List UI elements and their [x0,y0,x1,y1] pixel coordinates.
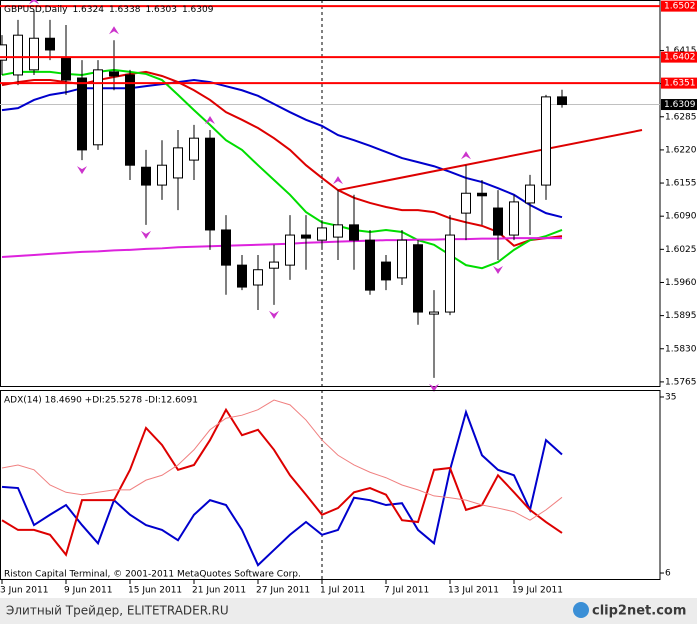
candle-body [237,264,247,288]
chart-header: GBPUSD,Daily 1.6324 1.6338 1.6303 1.6309 [4,5,214,15]
level-label-box [661,77,697,89]
x-tick-label: 21 Jun 2011 [192,586,246,596]
candle-body [0,44,7,61]
ohlc-readout: 1.6324 [72,5,104,15]
candle-body [221,229,231,266]
indicator-line [1,237,562,258]
candle-body [253,269,263,286]
copyright: Riston Capital Terminal, © 2001-2011 Met… [4,570,301,580]
indicator-line [1,408,563,567]
candle-body [477,192,487,197]
candle-body [541,96,551,186]
y-tick-label: 1.6155 [665,179,697,189]
x-tick-label: 9 Jun 2011 [64,586,112,596]
y-tick-label: 1.5830 [665,344,697,354]
y-tick-label: 6 [665,569,671,579]
fractal-arrow [29,0,39,5]
candle-body [29,37,39,71]
candle-body [349,224,359,241]
chart-title: GBPUSD,Daily [4,5,68,15]
x-tick-label: 1 Jul 2011 [320,586,365,596]
candle-body [61,57,71,81]
candle-body [381,261,391,281]
candle-body [157,164,167,186]
y-tick-label: 1.5765 [665,377,697,387]
y-tick-label: 1.6415 [665,46,697,56]
x-tick-label: 7 Jul 2011 [384,586,429,596]
x-tick-label: 19 Jul 2011 [512,586,563,596]
x-tick-label: 3 Jun 2011 [0,586,48,596]
y-tick-label: 1.6285 [665,112,697,122]
indicator-line [1,407,563,557]
candle-body [93,69,103,146]
fractal-arrow [493,266,503,275]
candle-body [333,224,343,238]
level-label-box [661,51,697,63]
x-tick-label: 13 Jul 2011 [448,586,499,596]
panel-frame [0,390,661,580]
candle-body [397,239,407,279]
footer-left: Элитный Трейдер, ELITETRADER.RU [6,604,229,618]
y-tick-label: 1.5960 [665,278,697,288]
x-tick-label: 15 Jun 2011 [128,586,182,596]
candle-body [445,234,455,313]
candle-body [413,244,423,313]
candle-body [557,96,567,106]
fractal-arrow [77,166,87,175]
level-label-box [661,0,697,12]
y-tick-label: 1.6090 [665,212,697,222]
panel-title: ADX(14) 18.4690 +DI:25.5278 -DI:12.6091 [4,396,198,406]
y-tick-label: 35 [665,392,676,402]
candle-body [125,74,135,166]
y-tick-label: 1.6025 [665,245,697,255]
candle-body [269,261,279,269]
candle-body [173,147,183,179]
indicator-line [1,399,563,521]
candle-body [301,234,311,239]
fractal-arrow [205,116,215,125]
candle-body [493,207,503,236]
candle-body [109,71,119,77]
candle-body [509,201,519,236]
level-label: 1.6351 [664,79,696,89]
candle-body [365,239,375,291]
panel-frame [0,0,661,387]
candle-body [525,184,535,204]
fractal-arrow [141,230,151,239]
fractal-arrow [269,310,279,319]
candle-body [317,227,327,241]
x-tick-label: 27 Jun 2011 [256,586,310,596]
candle-body [461,192,471,214]
trend-line [337,129,643,192]
candle-body [205,137,215,231]
candle-body [285,234,295,266]
candle-body [189,137,199,161]
candle-body [429,311,439,315]
candle-body [141,166,151,186]
candle-body [13,34,23,76]
y-tick-label: 1.5895 [665,311,697,321]
fractal-arrow [333,176,343,185]
logo-icon [573,602,589,618]
candle-body [45,37,55,51]
ohlc-readout: 1.6303 [145,5,177,15]
footer-right: clip2net.com [592,604,686,619]
fractal-arrow [429,383,439,392]
fractal-arrow [461,151,471,160]
ohlc-readout: 1.6338 [109,5,141,15]
candle-body [77,77,87,151]
price-label-box [661,99,697,111]
level-label: 1.6402 [664,53,696,63]
ohlc-readout: 1.6309 [182,5,214,15]
level-label: 1.6502 [664,2,696,12]
y-tick-label: 1.6220 [665,145,697,155]
fractal-arrow [109,26,119,35]
price-label: 1.6309 [664,100,696,110]
